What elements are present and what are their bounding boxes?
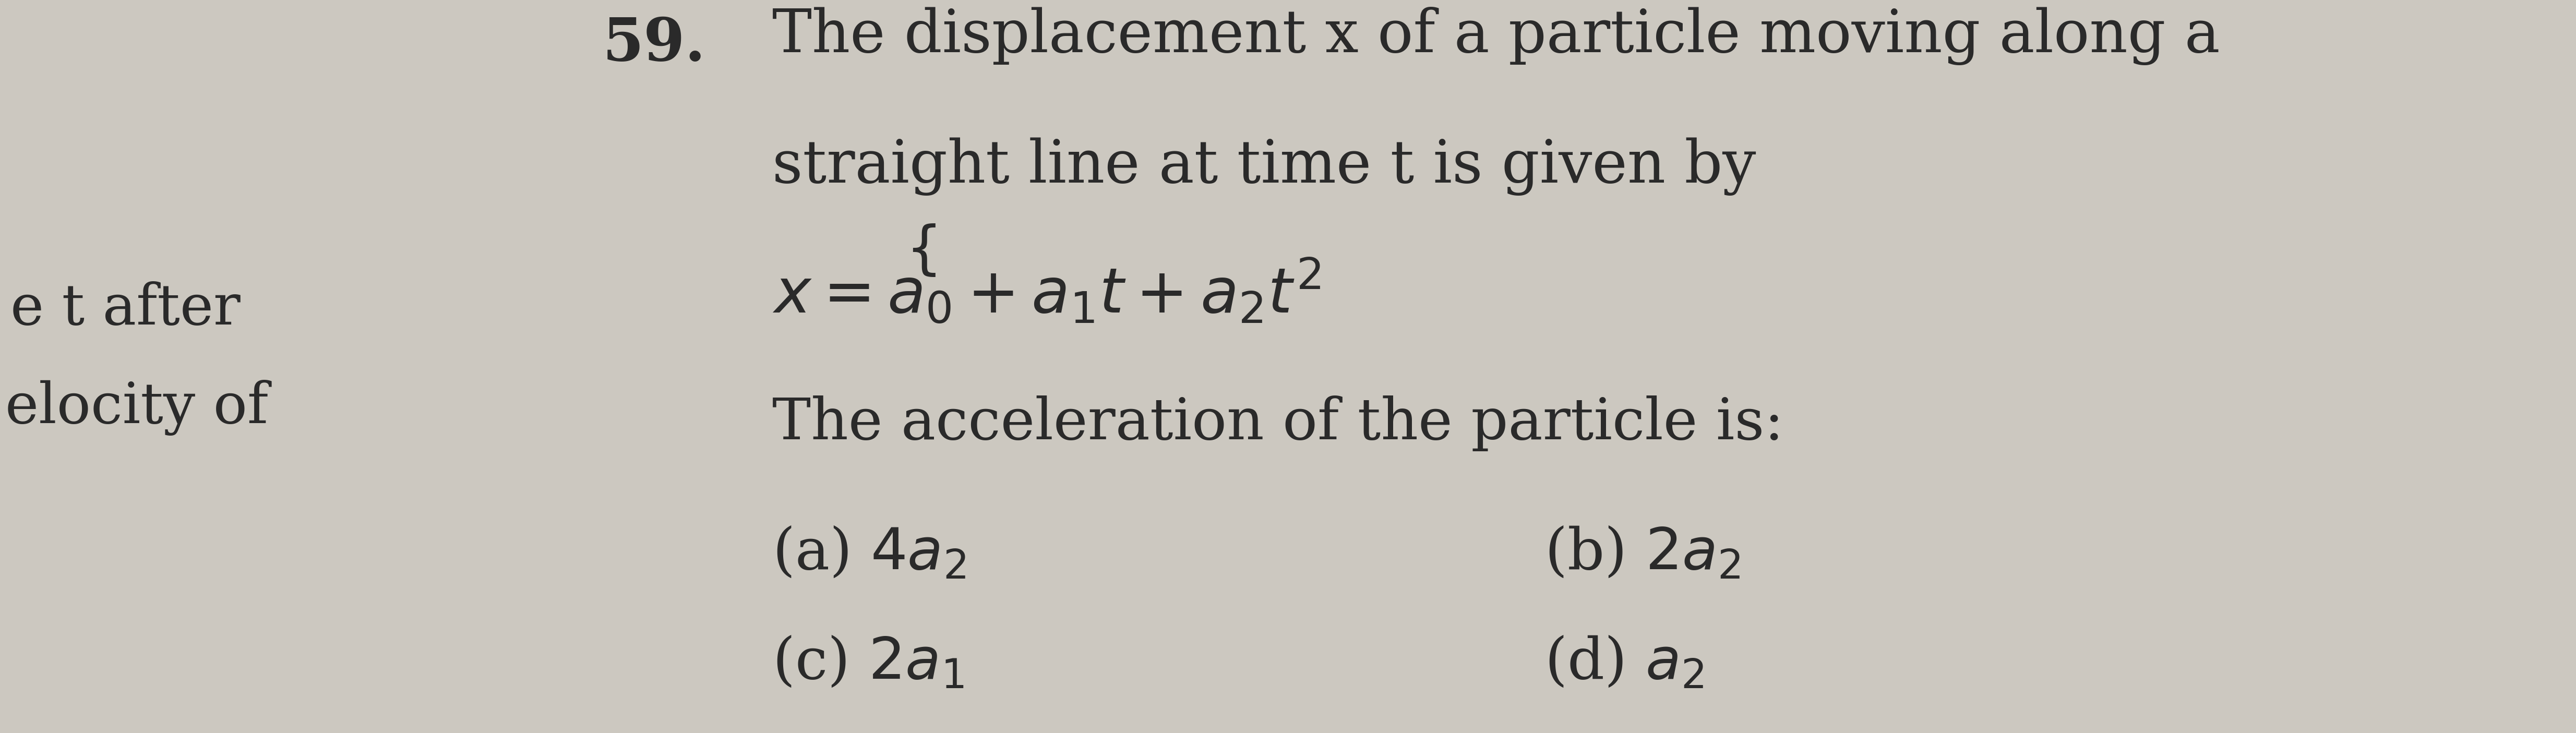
Text: (d) $a_2$: (d) $a_2$ bbox=[1546, 636, 1703, 691]
Text: straight line at time t is given by: straight line at time t is given by bbox=[773, 138, 1757, 196]
Text: (a) $4a_2$: (a) $4a_2$ bbox=[773, 526, 966, 582]
Text: $x = a_0 + a_1t + a_2t^2$: $x = a_0 + a_1t + a_2t^2$ bbox=[773, 257, 1321, 326]
Text: $\{$: $\{$ bbox=[904, 224, 935, 279]
Text: The acceleration of the particle is:: The acceleration of the particle is: bbox=[773, 396, 1785, 452]
Text: elocity of: elocity of bbox=[5, 380, 268, 435]
Text: (c) $2a_1$: (c) $2a_1$ bbox=[773, 636, 963, 691]
Text: 59.: 59. bbox=[603, 15, 706, 73]
Text: The displacement x of a particle moving along a: The displacement x of a particle moving … bbox=[773, 7, 2221, 65]
Text: (b) $2a_2$: (b) $2a_2$ bbox=[1546, 526, 1741, 582]
Text: e t after: e t after bbox=[10, 281, 240, 336]
